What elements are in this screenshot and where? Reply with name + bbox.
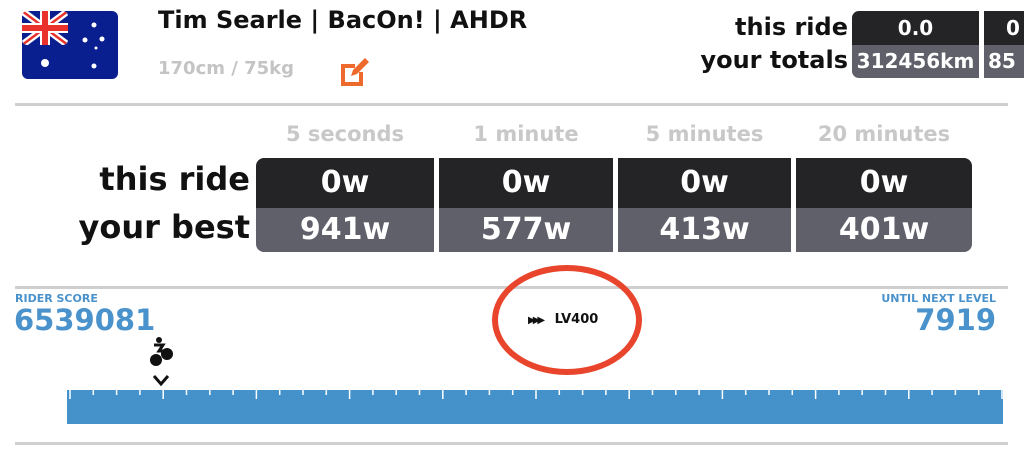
rider-score-value: 6539081 [14, 303, 156, 337]
totals-col2-total: 85 [984, 45, 1024, 78]
chevron-down-icon [151, 372, 171, 387]
power-header-20m: 20 minutes [817, 122, 951, 146]
level-progress-bar [67, 390, 1003, 424]
divider [15, 442, 1008, 445]
totals-this-ride-label: this ride [735, 13, 848, 41]
your-best-label: your best [78, 208, 251, 246]
power-20m-this-ride: 0w [796, 158, 972, 208]
power-5m-best: 413w [618, 208, 791, 252]
distance-this-ride: 0.0 [852, 11, 979, 45]
australia-flag-icon [22, 11, 118, 79]
cyclist-icon [147, 336, 175, 368]
edit-icon[interactable] [337, 56, 369, 88]
power-5s-best: 941w [256, 208, 434, 252]
your-totals-label: your totals [700, 46, 848, 74]
power-1m-best: 577w [439, 208, 613, 252]
until-next-level-value: 7919 [915, 303, 996, 337]
power-header-1m: 1 minute [473, 122, 579, 146]
power-5m-this-ride: 0w [618, 158, 791, 208]
rider-name: Tim Searle | BacOn! | AHDR [158, 6, 528, 34]
height-weight: 170cm / 75kg [158, 58, 295, 79]
power-1m-this-ride: 0w [439, 158, 613, 208]
until-next-level-label: UNTIL NEXT LEVEL [881, 292, 996, 305]
power-this-ride-label: this ride [99, 160, 250, 198]
power-5s-this-ride: 0w [256, 158, 434, 208]
distance-total: 312456km [852, 45, 979, 78]
divider [15, 103, 1008, 106]
highlight-circle [492, 265, 642, 375]
power-header-5s: 5 seconds [285, 122, 405, 146]
totals-col2-this-ride: 0 [984, 11, 1024, 45]
power-header-5m: 5 minutes [645, 122, 764, 146]
rider-score-label: RIDER SCORE [15, 292, 98, 305]
power-20m-best: 401w [796, 208, 972, 252]
